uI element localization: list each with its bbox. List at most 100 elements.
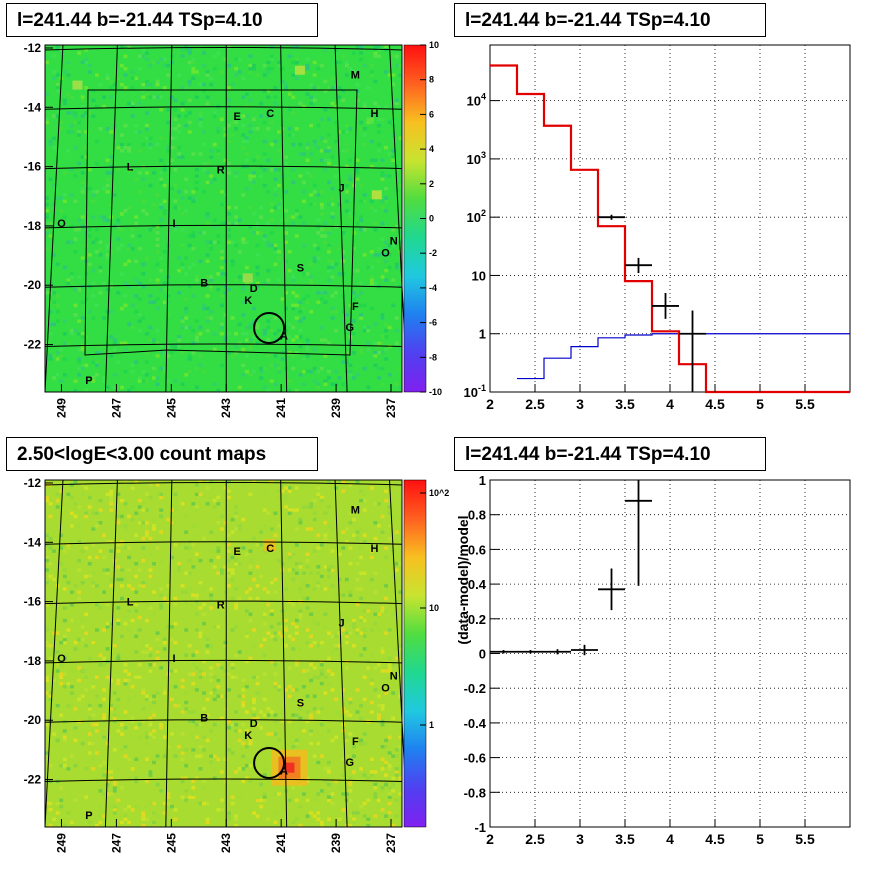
bl_countmap-pixel bbox=[255, 795, 260, 799]
br-xtick-label: 4.5 bbox=[705, 831, 725, 847]
bl_countmap-pixel bbox=[305, 552, 310, 557]
bl_countmap-pixel bbox=[341, 808, 346, 812]
tl_tsmap-pixel bbox=[144, 379, 149, 383]
tl_tsmap-pixel bbox=[80, 335, 85, 339]
tl_tsmap-pixel bbox=[77, 218, 81, 222]
bl_countmap-pixel bbox=[73, 763, 78, 768]
bl_countmap-pixel bbox=[344, 618, 349, 623]
tl_tsmap-pixel bbox=[327, 202, 331, 207]
bl_countmap-pixel bbox=[216, 549, 221, 553]
tl_tsmap-pixel bbox=[327, 161, 331, 166]
tl_tsmap-pixel bbox=[398, 366, 403, 371]
bl_countmap-pixel bbox=[98, 763, 103, 768]
bl_countmap-pixel bbox=[119, 543, 124, 547]
bl_countmap-pixel bbox=[84, 675, 89, 680]
bl_countmap-source-label-a: A bbox=[280, 766, 288, 778]
tl_tsmap-pixel bbox=[52, 70, 57, 74]
bl_countmap-pixel bbox=[77, 697, 81, 702]
tl_tsmap-pixel bbox=[198, 231, 203, 235]
tl_tsmap-pixel bbox=[191, 196, 196, 200]
tl_tsmap-pixel bbox=[327, 86, 331, 90]
bl_countmap-pixel bbox=[59, 798, 64, 803]
bl_countmap-pixel bbox=[187, 795, 192, 799]
bl_countmap-grid-lat bbox=[44, 481, 403, 486]
tl_tsmap-pixel bbox=[116, 218, 121, 222]
tl_tsmap-pixel bbox=[398, 240, 403, 245]
bl_countmap-pixel bbox=[391, 574, 396, 579]
bl_countmap-pixel bbox=[55, 703, 60, 708]
tl_tsmap-pixel bbox=[234, 278, 239, 282]
bl_countmap-source-label-o: O bbox=[57, 653, 66, 665]
bl_countmap-pixel bbox=[237, 546, 242, 550]
bl_countmap-pixel bbox=[298, 587, 303, 591]
bl_countmap-pixel bbox=[205, 502, 210, 506]
bl_countmap-pixel bbox=[198, 801, 203, 806]
tl_tsmap-pixel bbox=[330, 316, 335, 320]
tl_tsmap-pixel bbox=[319, 227, 324, 232]
tl_tsmap-pixel bbox=[398, 284, 403, 289]
bl_countmap-pixel bbox=[205, 480, 210, 484]
bl_countmap-pixel bbox=[152, 527, 156, 531]
tl_tsmap-pixel bbox=[352, 291, 356, 295]
bl_countmap-pixel bbox=[291, 744, 296, 749]
tl_tsmap-pixel bbox=[184, 86, 189, 90]
tl_tsmap-pixel bbox=[84, 145, 89, 150]
tl_tsmap-pixel bbox=[291, 325, 296, 330]
tl_tsmap-pixel bbox=[87, 253, 92, 257]
bl_countmap-pixel bbox=[316, 792, 321, 796]
bl_countmap-pixel bbox=[77, 524, 81, 528]
tl_tsmap-pixel bbox=[373, 354, 378, 358]
bl_countmap-pixel bbox=[77, 539, 81, 544]
bl_countmap-pixel bbox=[305, 814, 310, 818]
bl_countmap-pixel bbox=[45, 678, 49, 683]
bl_countmap-pixel bbox=[112, 808, 117, 812]
bl_countmap-pixel bbox=[137, 735, 142, 739]
tl_tsmap-pixel bbox=[45, 209, 49, 213]
bl_countmap-pixel bbox=[384, 773, 389, 777]
bl_countmap-pixel bbox=[294, 486, 299, 490]
bl_countmap-pixel bbox=[273, 511, 278, 515]
bl_countmap-pixel bbox=[234, 549, 239, 553]
tl_tsmap-source-label-g: G bbox=[346, 322, 355, 334]
bl_countmap-pixel bbox=[394, 562, 399, 566]
tl_tsmap-pixel bbox=[337, 86, 342, 90]
bl_countmap-pixel bbox=[162, 811, 167, 815]
tl_tsmap-pixel bbox=[62, 215, 67, 219]
bl_countmap-pixel bbox=[94, 722, 99, 727]
tl_tsmap-pixel bbox=[316, 300, 321, 304]
bl_countmap-pixel bbox=[337, 785, 342, 790]
bl_countmap-pixel bbox=[298, 521, 303, 525]
bl_countmap-pixel bbox=[394, 767, 399, 771]
bl_countmap-pixel bbox=[223, 722, 228, 727]
bl_countmap-pixel bbox=[194, 505, 199, 509]
bl_countmap-pixel bbox=[391, 691, 396, 695]
bl_countmap-pixel bbox=[59, 785, 64, 790]
tl_tsmap-pixel bbox=[362, 325, 367, 330]
bl_countmap-pixel bbox=[234, 675, 239, 680]
bl_countmap-ytick-label: -16 bbox=[24, 595, 42, 609]
bl_countmap-pixel bbox=[316, 675, 321, 680]
tl_tsmap-pixel bbox=[302, 272, 306, 276]
bl_countmap-pixel bbox=[305, 606, 310, 610]
bl_countmap-pixel bbox=[180, 710, 185, 714]
bl_countmap-pixel bbox=[123, 615, 128, 620]
tl_tsmap-pixel bbox=[194, 275, 199, 279]
bl_countmap-pixel bbox=[130, 486, 135, 490]
tl_tsmap-pixel bbox=[187, 79, 192, 84]
bl_countmap-pixel bbox=[141, 823, 146, 828]
tl_tsmap-pixel bbox=[384, 246, 389, 251]
bl_countmap-pixel bbox=[255, 716, 260, 721]
tl_tsmap-pixel bbox=[294, 388, 299, 393]
tl_tsmap-pixel bbox=[380, 275, 385, 279]
tl-title: l=241.44 b=-21.44 TSp=4.10 bbox=[6, 3, 318, 37]
bl_countmap-pixel bbox=[369, 710, 374, 714]
tl_tsmap-pixel bbox=[312, 259, 317, 263]
bl_countmap-pixel bbox=[180, 779, 185, 784]
tl_tsmap-pixel bbox=[205, 73, 210, 77]
tl_tsmap-pixel bbox=[384, 268, 389, 273]
bl_countmap-pixel bbox=[162, 637, 167, 642]
tl_tsmap-pixel bbox=[273, 246, 278, 251]
bl_countmap-pixel bbox=[173, 685, 178, 689]
bl_countmap-pixel bbox=[48, 502, 53, 506]
tl_tsmap-pixel bbox=[69, 281, 74, 286]
